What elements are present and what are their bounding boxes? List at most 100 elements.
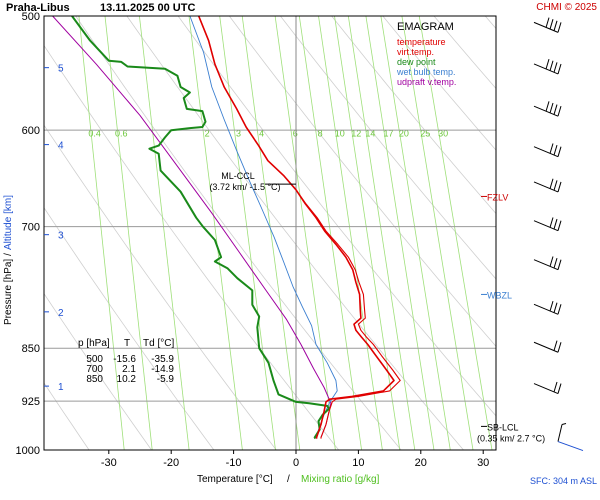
altitude-axis: 5 4 3 2 1 xyxy=(44,64,64,393)
level-fzlv-label: FZLV xyxy=(487,192,508,202)
mixing-ratio-label: 8 xyxy=(318,129,323,139)
mixing-ratio-line xyxy=(274,16,336,450)
pressure-tick-label: 700 xyxy=(22,222,40,234)
surface-elevation: SFC: 304 m ASL xyxy=(530,476,597,486)
mixing-ratio-line xyxy=(347,16,416,450)
profiles xyxy=(52,16,401,440)
wind-barb xyxy=(533,178,562,193)
altitude-tick-label: 4 xyxy=(58,141,64,152)
table-cell: -15.6 xyxy=(113,354,136,365)
dry-adiabats xyxy=(44,16,496,450)
mixing-ratio-label: 0.4 xyxy=(88,129,101,139)
level-sb-lcl-label: SB-LCL xyxy=(487,422,519,432)
altitude-tick-label: 3 xyxy=(58,231,64,242)
station-name: Praha-Libus xyxy=(6,2,70,14)
mixing-ratio-line xyxy=(241,16,301,450)
table-cell: -35.9 xyxy=(151,354,174,365)
wind-barb xyxy=(533,217,562,232)
pressure-tick-label: 500 xyxy=(22,11,40,23)
dry-adiabat xyxy=(228,16,496,347)
table-cell: 10.2 xyxy=(117,374,137,385)
legend-updraft: udpraft v.temp. xyxy=(397,77,456,87)
legend-dew-point: dew point xyxy=(397,57,436,67)
x-axis-title-sep: / xyxy=(287,474,290,485)
mixing-ratio-label: 14 xyxy=(365,129,375,139)
mixing-ratio-line xyxy=(334,16,401,450)
altitude-tick-label: 2 xyxy=(58,308,64,319)
dry-adiabat xyxy=(44,292,152,450)
mixing-ratio-line xyxy=(78,16,125,450)
dry-adiabat xyxy=(126,16,464,450)
y-axis-title: Pressure [hPa] / Altitude [km] xyxy=(3,195,14,325)
mixing-ratio-line xyxy=(318,16,383,450)
dry-adiabat xyxy=(382,16,496,151)
level-wbzl-label: WBZL xyxy=(487,290,512,300)
mixing-ratio-line xyxy=(365,16,435,450)
dry-adiabat xyxy=(44,124,277,450)
mixing-ratio-lines xyxy=(78,16,493,450)
table-cell: 850 xyxy=(86,374,103,385)
table-cell: -14.9 xyxy=(151,364,174,375)
pressure-tick-label: 850 xyxy=(22,343,40,355)
y-axis-title-sep: / xyxy=(3,253,14,256)
mixing-ratio-label: 6 xyxy=(293,129,298,139)
legend-temperature: temperature xyxy=(397,37,446,47)
mixing-ratio-label: 2 xyxy=(205,129,210,139)
mixing-ratio-line xyxy=(380,16,451,450)
mixing-ratio-line xyxy=(139,16,190,450)
legend-virt-temp: virt.temp. xyxy=(397,47,434,57)
legend: EMAGRAM temperature virt.temp. dew point… xyxy=(396,21,456,87)
pressure-tick-label: 925 xyxy=(22,396,40,408)
mixing-ratio-line xyxy=(418,16,493,450)
table-cell: 2.1 xyxy=(122,364,136,375)
pressure-axis: 500 600 700 850 925 1000 xyxy=(16,11,40,457)
mixing-ratio-line xyxy=(219,16,276,450)
mixing-ratio-label: 4 xyxy=(259,129,264,139)
temperature-tick-label: 20 xyxy=(415,457,427,469)
mixing-ratio-line xyxy=(104,16,153,450)
levels: ML-CCL(3.72 km/ -1.5 °C) FZLV WBZL SB-LCL(0… xyxy=(209,171,545,443)
table-header-t: T xyxy=(124,338,130,349)
altitude-tick-label: 1 xyxy=(58,382,64,393)
dry-adiabat xyxy=(177,16,496,417)
wind-barb xyxy=(533,300,562,315)
temperature-tick-label: -20 xyxy=(163,457,179,469)
legend-wet-bulb: wet bulb temp. xyxy=(396,67,456,77)
temperature-tick-label: 30 xyxy=(477,457,489,469)
x-axis-title-mixing: Mixing ratio [g/kg] xyxy=(301,474,380,485)
mixing-ratio-labels: 0.4 0.6 2 3 4 6 8 10 12 14 17 20 25 30 xyxy=(88,129,448,139)
level-sb-lcl-detail: (0.35 km/ 2.7 °C) xyxy=(477,433,545,443)
mixing-ratio-line xyxy=(401,16,474,450)
wind-barb xyxy=(533,256,562,271)
wind-barb xyxy=(533,143,562,158)
altitude-tick-label: 5 xyxy=(58,64,64,75)
dry-adiabat xyxy=(280,16,496,280)
wind-barb xyxy=(533,101,562,117)
pressure-tick-label: 600 xyxy=(22,125,40,137)
mixing-ratio-label: 25 xyxy=(420,129,430,139)
legend-title: EMAGRAM xyxy=(397,21,454,33)
wind-barbs xyxy=(533,17,584,452)
mixing-ratio-line xyxy=(188,16,243,450)
series-temperature xyxy=(197,16,395,439)
wind-barb xyxy=(533,17,562,33)
plot-frame xyxy=(43,15,497,451)
table-cell: 700 xyxy=(86,364,103,375)
datetime: 13.11.2025 00 UTC xyxy=(100,2,195,14)
series-dew-point xyxy=(71,16,331,440)
mixing-ratio-label: 17 xyxy=(383,129,393,139)
mixing-ratio-label: 3 xyxy=(236,129,241,139)
wind-barb xyxy=(533,381,562,395)
temperature-tick-label: -30 xyxy=(101,457,117,469)
table-cell: -5.9 xyxy=(157,374,175,385)
mixing-ratio-line xyxy=(298,16,362,450)
dry-adiabat xyxy=(44,382,90,450)
level-ml-ccl-detail: (3.72 km/ -1.5 °C) xyxy=(209,182,280,192)
mixing-ratio-label: 12 xyxy=(351,129,361,139)
mixing-ratio-label: 20 xyxy=(399,129,409,139)
y-axis-title-altitude: Altitude [km] xyxy=(3,195,14,250)
temperature-tick-label: -10 xyxy=(226,457,242,469)
table-header-p: p [hPa] xyxy=(78,338,110,349)
data-table: p [hPa] T Td [°C] 500 -15.6 -35.9 700 2.… xyxy=(78,338,174,385)
